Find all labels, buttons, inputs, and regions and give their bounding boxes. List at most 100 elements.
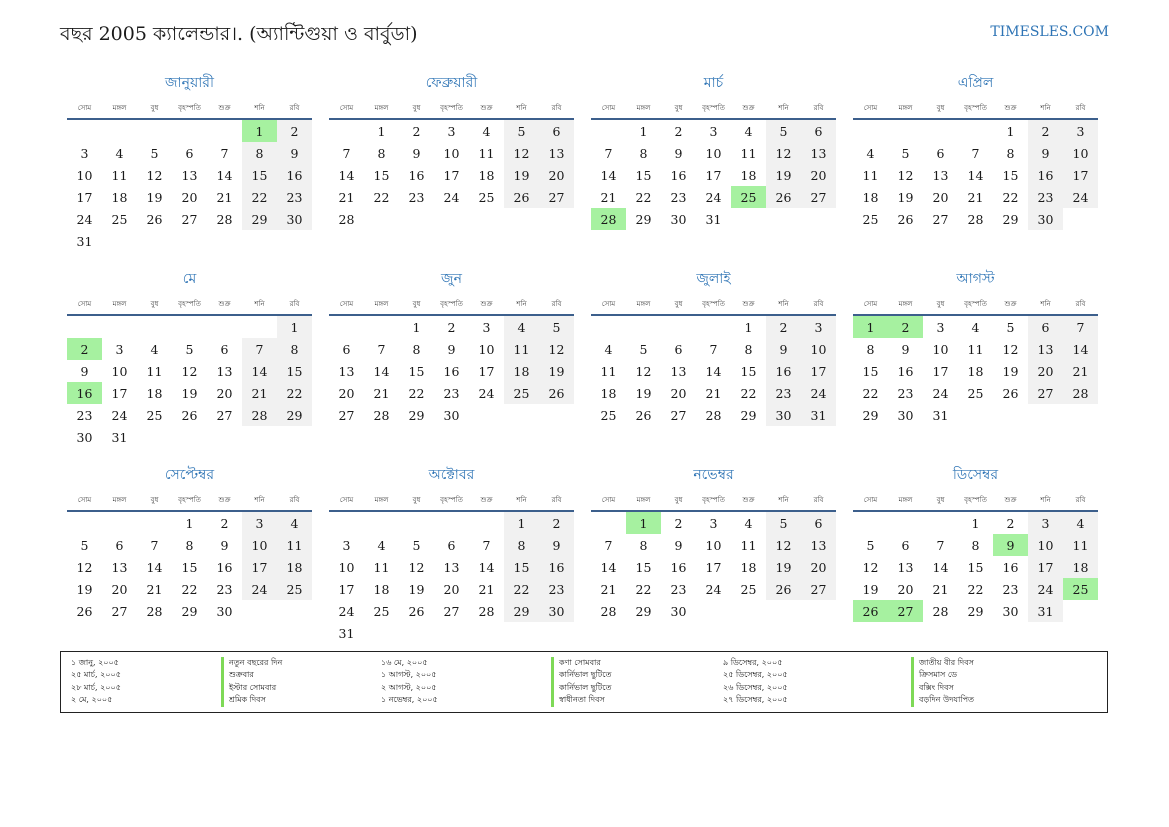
day-cell[interactable]: 7 (150, 537, 159, 553)
day-cell[interactable]: 23 (277, 186, 312, 208)
day-cell[interactable]: 8 (412, 341, 421, 357)
day-cell[interactable]: 25 (862, 211, 879, 227)
day-cell[interactable]: 29 (862, 407, 879, 423)
day-cell[interactable]: 20 (181, 189, 198, 205)
day-cell[interactable]: 25 (731, 186, 766, 208)
day-cell[interactable]: 16 (408, 167, 425, 183)
day-cell[interactable]: 18 (967, 363, 984, 379)
site-link[interactable]: TIMESLES.COM (990, 24, 1109, 40)
day-cell[interactable]: 15 (1002, 167, 1019, 183)
day-cell[interactable]: 17 (1028, 556, 1063, 578)
day-cell[interactable]: 10 (1028, 534, 1063, 556)
day-cell[interactable]: 5 (1006, 319, 1015, 335)
day-cell[interactable]: 6 (901, 537, 910, 553)
day-cell[interactable]: 26 (504, 186, 539, 208)
day-cell[interactable]: 28 (600, 603, 617, 619)
day-cell[interactable]: 2 (67, 338, 102, 360)
day-cell[interactable]: 21 (478, 581, 495, 597)
day-cell[interactable]: 14 (967, 167, 984, 183)
day-cell[interactable]: 12 (146, 167, 163, 183)
day-cell[interactable]: 25 (146, 407, 163, 423)
day-cell[interactable]: 13 (338, 363, 355, 379)
day-cell[interactable]: 27 (1028, 382, 1063, 404)
day-cell[interactable]: 14 (146, 559, 163, 575)
day-cell[interactable]: 8 (971, 537, 980, 553)
day-cell[interactable]: 26 (635, 407, 652, 423)
day-cell[interactable]: 1 (377, 123, 386, 139)
day-cell[interactable]: 22 (635, 189, 652, 205)
day-cell[interactable]: 13 (443, 559, 460, 575)
day-cell[interactable]: 24 (932, 385, 949, 401)
day-cell[interactable]: 17 (338, 581, 355, 597)
day-cell[interactable]: 31 (1028, 600, 1063, 622)
day-cell[interactable]: 22 (181, 581, 198, 597)
day-cell[interactable]: 7 (377, 341, 386, 357)
day-cell[interactable]: 10 (705, 537, 722, 553)
day-cell[interactable]: 21 (216, 189, 233, 205)
day-cell[interactable]: 31 (705, 211, 722, 227)
day-cell[interactable]: 5 (539, 315, 574, 338)
day-cell[interactable]: 13 (801, 534, 836, 556)
day-cell[interactable]: 12 (504, 142, 539, 164)
day-cell[interactable]: 15 (373, 167, 390, 183)
day-cell[interactable]: 17 (242, 556, 277, 578)
day-cell[interactable]: 5 (504, 119, 539, 142)
day-cell[interactable]: 18 (146, 385, 163, 401)
day-cell[interactable]: 23 (216, 581, 233, 597)
day-cell[interactable]: 25 (1063, 578, 1098, 600)
day-cell[interactable]: 28 (967, 211, 984, 227)
day-cell[interactable]: 19 (504, 164, 539, 186)
day-cell[interactable]: 21 (705, 385, 722, 401)
day-cell[interactable]: 19 (897, 189, 914, 205)
day-cell[interactable]: 26 (539, 382, 574, 404)
day-cell[interactable]: 25 (967, 385, 984, 401)
day-cell[interactable]: 3 (936, 319, 945, 335)
day-cell[interactable]: 12 (897, 167, 914, 183)
day-cell[interactable]: 15 (740, 363, 757, 379)
day-cell[interactable]: 14 (600, 167, 617, 183)
day-cell[interactable]: 30 (1002, 603, 1019, 619)
day-cell[interactable]: 2 (412, 123, 421, 139)
day-cell[interactable]: 5 (185, 341, 194, 357)
day-cell[interactable]: 15 (408, 363, 425, 379)
day-cell[interactable]: 20 (111, 581, 128, 597)
day-cell[interactable]: 27 (539, 186, 574, 208)
day-cell[interactable]: 23 (766, 382, 801, 404)
day-cell[interactable]: 29 (635, 211, 652, 227)
day-cell[interactable]: 31 (932, 407, 949, 423)
day-cell[interactable]: 28 (338, 211, 355, 227)
day-cell[interactable]: 30 (897, 407, 914, 423)
day-cell[interactable]: 3 (709, 515, 718, 531)
day-cell[interactable]: 6 (936, 145, 945, 161)
day-cell[interactable]: 12 (766, 534, 801, 556)
day-cell[interactable]: 3 (342, 537, 351, 553)
day-cell[interactable]: 4 (482, 123, 491, 139)
day-cell[interactable]: 15 (242, 164, 277, 186)
day-cell[interactable]: 4 (150, 341, 159, 357)
day-cell[interactable]: 7 (709, 341, 718, 357)
day-cell[interactable]: 1 (971, 515, 980, 531)
day-cell[interactable]: 24 (705, 189, 722, 205)
day-cell[interactable]: 25 (277, 578, 312, 600)
day-cell[interactable]: 1 (504, 511, 539, 534)
day-cell[interactable]: 24 (76, 211, 93, 227)
day-cell[interactable]: 18 (478, 167, 495, 183)
day-cell[interactable]: 18 (373, 581, 390, 597)
day-cell[interactable]: 17 (801, 360, 836, 382)
day-cell[interactable]: 24 (801, 382, 836, 404)
day-cell[interactable]: 5 (766, 511, 801, 534)
day-cell[interactable]: 7 (242, 338, 277, 360)
day-cell[interactable]: 13 (897, 559, 914, 575)
day-cell[interactable]: 3 (1028, 511, 1063, 534)
day-cell[interactable]: 26 (897, 211, 914, 227)
day-cell[interactable]: 12 (539, 338, 574, 360)
day-cell[interactable]: 13 (539, 142, 574, 164)
day-cell[interactable]: 1 (744, 319, 753, 335)
day-cell[interactable]: 26 (1002, 385, 1019, 401)
day-cell[interactable]: 30 (670, 603, 687, 619)
day-cell[interactable]: 7 (604, 145, 613, 161)
day-cell[interactable]: 28 (478, 603, 495, 619)
day-cell[interactable]: 10 (801, 338, 836, 360)
day-cell[interactable]: 10 (111, 363, 128, 379)
day-cell[interactable]: 31 (801, 404, 836, 426)
